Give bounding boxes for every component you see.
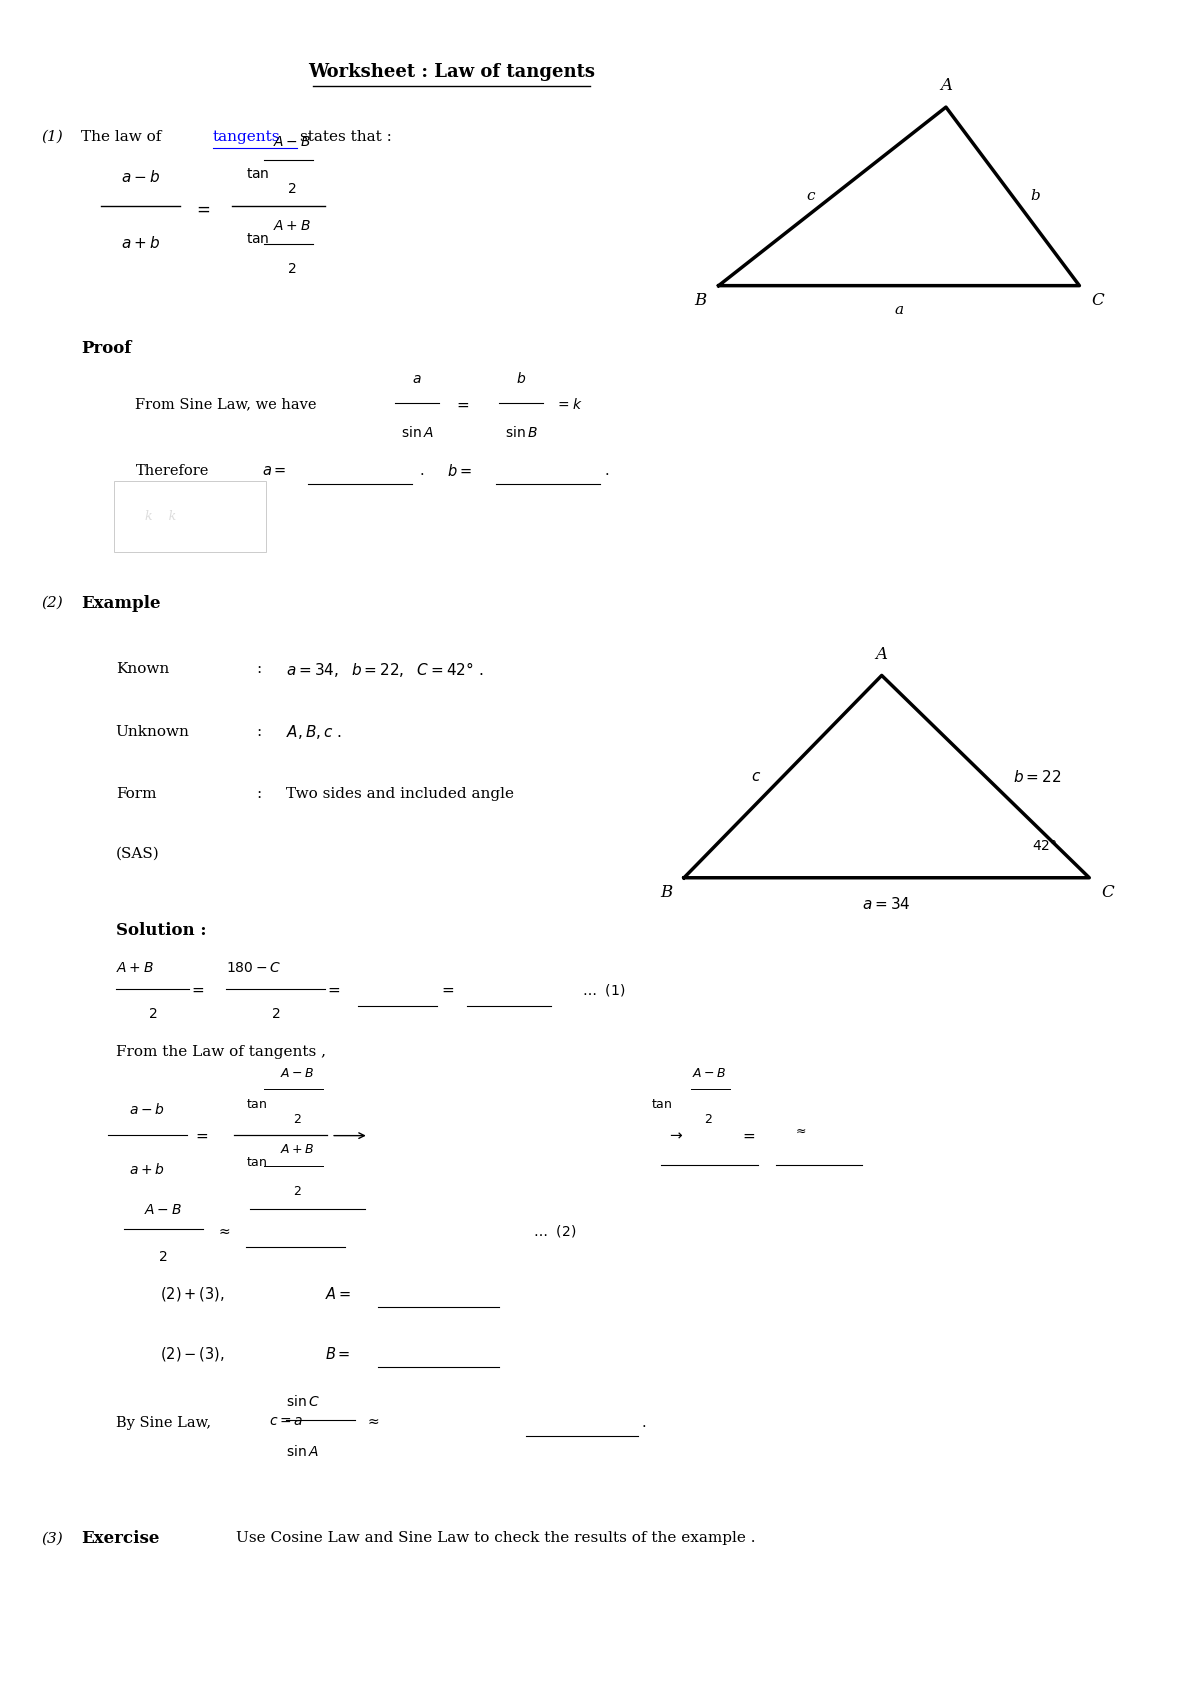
Text: c: c xyxy=(806,190,815,204)
Text: $A + B$: $A + B$ xyxy=(281,1143,314,1157)
Text: $c$: $c$ xyxy=(751,770,761,784)
Text: $=$: $=$ xyxy=(193,200,210,217)
Text: $\rightarrow$: $\rightarrow$ xyxy=(667,1128,684,1143)
Text: $\approx$: $\approx$ xyxy=(365,1414,379,1428)
Text: (1): (1) xyxy=(42,131,64,144)
Text: $\tan$: $\tan$ xyxy=(652,1099,673,1111)
Text: $\approx$: $\approx$ xyxy=(793,1124,806,1136)
Text: $2$: $2$ xyxy=(158,1250,168,1264)
Text: k    k: k k xyxy=(144,510,175,524)
Text: $\approx$: $\approx$ xyxy=(216,1225,232,1238)
Text: $A - B$: $A - B$ xyxy=(144,1202,182,1218)
Text: $2$: $2$ xyxy=(293,1186,302,1197)
Text: $=$: $=$ xyxy=(454,397,469,412)
Text: $a = 34$: $a = 34$ xyxy=(863,895,911,912)
Text: $2$: $2$ xyxy=(287,261,296,276)
Text: :: : xyxy=(256,787,262,802)
Text: $A - B$: $A - B$ xyxy=(272,134,311,149)
Text: From Sine Law, we have: From Sine Law, we have xyxy=(136,397,317,412)
Text: $2$: $2$ xyxy=(148,1007,157,1021)
Text: states that :: states that : xyxy=(300,131,391,144)
Text: $\tan$: $\tan$ xyxy=(246,1157,268,1169)
Text: Solution :: Solution : xyxy=(115,923,206,940)
Text: C: C xyxy=(1102,884,1114,901)
Text: :: : xyxy=(256,724,262,739)
Text: Two sides and included angle: Two sides and included angle xyxy=(286,787,514,802)
Text: $42°$: $42°$ xyxy=(1032,840,1057,853)
Text: $\sin A$: $\sin A$ xyxy=(401,426,433,439)
Text: $a - b$: $a - b$ xyxy=(121,168,160,185)
Text: The law of: The law of xyxy=(82,131,162,144)
Text: From the Law of tangents ,: From the Law of tangents , xyxy=(115,1045,325,1060)
Text: $(2) - (3),$: $(2) - (3),$ xyxy=(160,1345,224,1364)
Text: $a = 34,\ \ b = 22,\ \ C = 42°\ .$: $a = 34,\ \ b = 22,\ \ C = 42°\ .$ xyxy=(286,660,482,678)
Text: $A - B$: $A - B$ xyxy=(691,1067,726,1080)
Text: By Sine Law,: By Sine Law, xyxy=(115,1416,211,1430)
Text: $2$: $2$ xyxy=(704,1113,713,1126)
Text: $2$: $2$ xyxy=(271,1007,281,1021)
Text: Use Cosine Law and Sine Law to check the results of the example .: Use Cosine Law and Sine Law to check the… xyxy=(236,1531,756,1545)
Text: .: . xyxy=(420,465,425,478)
Text: $B =$: $B =$ xyxy=(325,1347,350,1362)
Text: C: C xyxy=(1091,292,1104,309)
Text: $= k$: $= k$ xyxy=(554,397,582,412)
Text: $\sin C$: $\sin C$ xyxy=(286,1394,319,1409)
Text: $\sin A$: $\sin A$ xyxy=(286,1443,318,1459)
Text: Therefore: Therefore xyxy=(136,465,209,478)
Text: $\ldots\ \ (2)$: $\ldots\ \ (2)$ xyxy=(533,1223,576,1238)
Text: $a$: $a$ xyxy=(413,371,422,387)
Text: Known: Known xyxy=(115,663,169,677)
Text: Worksheet : Law of tangents: Worksheet : Law of tangents xyxy=(308,63,595,81)
Text: b: b xyxy=(1031,190,1040,204)
Text: Exercise: Exercise xyxy=(82,1530,160,1547)
Text: $\tan$: $\tan$ xyxy=(246,232,270,246)
Text: $b =$: $b =$ xyxy=(446,463,472,478)
Text: $(2) + (3),$: $(2) + (3),$ xyxy=(160,1286,224,1303)
Text: a: a xyxy=(894,302,904,317)
Text: $A + B$: $A + B$ xyxy=(272,219,311,232)
Text: :: : xyxy=(256,663,262,677)
Text: $180 - C$: $180 - C$ xyxy=(227,962,282,975)
Text: $2$: $2$ xyxy=(287,183,296,197)
Text: $=$: $=$ xyxy=(740,1128,756,1143)
Text: $\tan$: $\tan$ xyxy=(246,166,270,180)
Text: $c = a$: $c = a$ xyxy=(269,1414,304,1428)
Text: $2$: $2$ xyxy=(293,1113,302,1126)
Text: .: . xyxy=(642,1416,646,1430)
Text: $\ldots\ \ (1)$: $\ldots\ \ (1)$ xyxy=(582,982,625,997)
Text: Form: Form xyxy=(115,787,156,802)
Text: (3): (3) xyxy=(42,1531,64,1545)
Text: (2): (2) xyxy=(42,595,64,611)
Text: tangents: tangents xyxy=(212,131,280,144)
Text: Example: Example xyxy=(82,595,161,612)
Text: Unknown: Unknown xyxy=(115,724,190,739)
Text: $A =$: $A =$ xyxy=(325,1286,352,1303)
Text: A: A xyxy=(940,78,952,95)
Text: $A, B, c\ .$: $A, B, c\ .$ xyxy=(286,722,342,741)
Text: $A - B$: $A - B$ xyxy=(281,1067,314,1080)
Text: $=$: $=$ xyxy=(188,982,205,997)
Text: $\sin B$: $\sin B$ xyxy=(504,426,538,439)
Text: (SAS): (SAS) xyxy=(115,846,160,862)
Text: $a + b$: $a + b$ xyxy=(121,236,160,251)
Text: $a =$: $a =$ xyxy=(262,465,287,478)
Text: $b$: $b$ xyxy=(516,371,526,387)
Text: $\tan$: $\tan$ xyxy=(246,1099,268,1111)
Text: $=$: $=$ xyxy=(325,982,341,997)
Text: $b = 22$: $b = 22$ xyxy=(1013,768,1061,785)
Text: A: A xyxy=(876,646,888,663)
Text: $a - b$: $a - b$ xyxy=(130,1102,166,1118)
Text: B: B xyxy=(695,292,707,309)
Text: .: . xyxy=(605,465,610,478)
Text: $=$: $=$ xyxy=(193,1128,209,1143)
Text: B: B xyxy=(660,884,672,901)
Text: $=$: $=$ xyxy=(439,982,455,997)
Text: $A + B$: $A + B$ xyxy=(115,962,154,975)
Text: Proof: Proof xyxy=(82,339,132,356)
Text: $a + b$: $a + b$ xyxy=(130,1162,166,1177)
